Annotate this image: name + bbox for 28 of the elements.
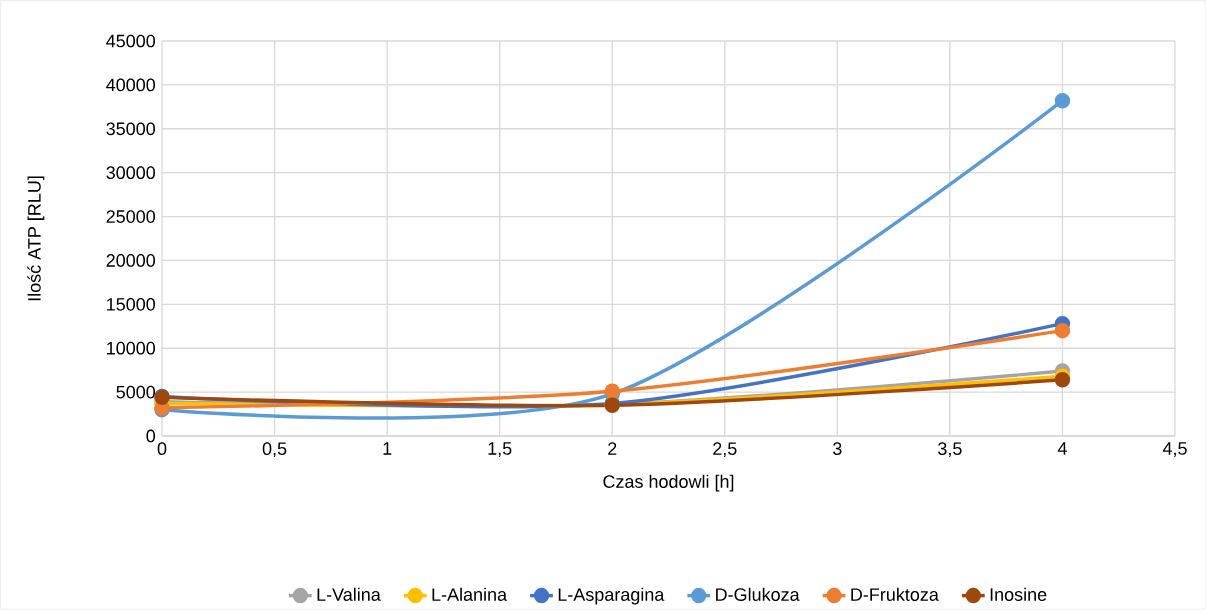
x-tick-label: 0 — [157, 442, 167, 455]
y-tick-label: 30000 — [106, 166, 156, 180]
x-tick-label: 2,5 — [713, 442, 737, 458]
y-tick-label: 25000 — [106, 210, 156, 223]
x-tick-label: 0,5 — [262, 442, 287, 458]
x-tick-label: 4 — [1057, 442, 1067, 455]
y-tick-label: 45000 — [106, 34, 156, 48]
legend-label: L-Valina — [317, 587, 381, 601]
y-tick-label: 35000 — [106, 122, 156, 136]
legend-label: Inosine — [990, 587, 1047, 601]
y-tick-label: 5000 — [116, 385, 156, 399]
y-tick-label: 15000 — [107, 297, 156, 311]
legend-label: L-Asparagina — [558, 587, 665, 605]
x-tick-label: 2 — [608, 442, 617, 455]
y-tick-label: 20000 — [106, 254, 156, 267]
legend-label: D-Glukoza — [716, 587, 800, 601]
x-tick-label: 3,5 — [938, 442, 962, 458]
y-tick-label: 40000 — [106, 78, 156, 92]
x-tick-label: 1,5 — [488, 442, 512, 457]
y-axis-title: Ilość ATP [RLU] — [27, 176, 45, 301]
x-axis-title: Czas hodowli [h] — [603, 474, 734, 492]
y-tick-label: 0 — [146, 429, 156, 443]
legend-label: D-Fruktoza — [851, 587, 939, 601]
y-tick-label: 10000 — [107, 341, 156, 355]
x-tick-label: 3 — [833, 442, 842, 455]
x-tick-label: 4,5 — [1162, 442, 1187, 457]
x-tick-label: 1 — [383, 442, 392, 455]
legend-label: L-Alanina — [432, 587, 508, 601]
